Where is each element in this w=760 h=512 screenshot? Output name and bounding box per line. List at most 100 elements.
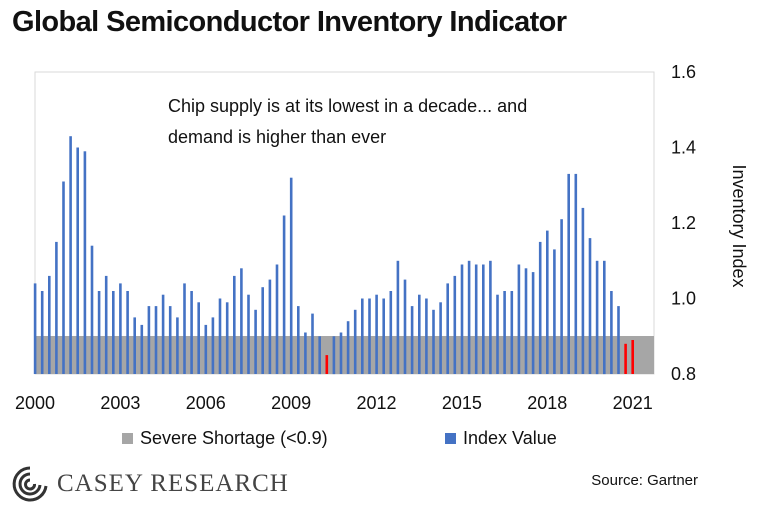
bar	[432, 309, 435, 374]
bar	[603, 260, 606, 375]
bar	[268, 279, 272, 374]
bar	[631, 340, 634, 374]
x-tick-label: 2000	[15, 393, 55, 413]
bar	[304, 332, 307, 374]
y-tick-label: 0.8	[671, 364, 696, 384]
legend-swatch-severe-shortage	[122, 433, 133, 444]
bar	[154, 306, 158, 374]
bar	[62, 181, 65, 374]
bar	[368, 298, 371, 374]
bar	[339, 332, 343, 374]
bar	[225, 302, 229, 374]
bar	[275, 264, 279, 374]
bar	[496, 294, 499, 374]
y-tick-label: 1.2	[671, 213, 696, 233]
severe-shortage-band	[35, 336, 654, 374]
bar	[204, 324, 208, 374]
source-note: Source: Gartner	[591, 472, 698, 489]
bar	[48, 275, 51, 374]
x-tick-label: 2015	[442, 393, 482, 413]
bar	[90, 245, 94, 374]
y-tick-label: 1.0	[671, 289, 696, 309]
x-tick-label: 2021	[613, 393, 653, 413]
bar	[261, 287, 264, 374]
bar	[126, 291, 129, 374]
brand-logo: CASEY RESEARCH	[8, 464, 289, 504]
bar	[581, 207, 585, 374]
bar	[104, 275, 108, 374]
bar	[553, 249, 556, 374]
bar	[282, 215, 286, 374]
annotation-line-1: Chip supply is at its lowest in a decade…	[168, 96, 527, 116]
bar	[425, 298, 428, 374]
bar	[482, 264, 485, 374]
bar	[318, 336, 321, 375]
bar	[503, 291, 506, 374]
bar	[33, 283, 37, 374]
bar	[247, 294, 250, 374]
bar	[112, 291, 115, 374]
bar	[40, 291, 44, 374]
bar	[546, 230, 549, 374]
bar	[617, 306, 620, 374]
y-tick-label: 1.4	[671, 138, 696, 158]
bar	[439, 302, 442, 374]
bar	[254, 309, 257, 374]
legend-item-severe-shortage: Severe Shortage (<0.9)	[122, 428, 328, 449]
bar	[147, 306, 151, 374]
bar	[69, 136, 72, 374]
bar	[190, 291, 193, 374]
bar	[55, 241, 58, 374]
bar	[517, 264, 521, 374]
bar	[353, 309, 357, 374]
bar	[389, 291, 393, 374]
bar	[574, 173, 578, 374]
bar	[211, 317, 215, 374]
bar	[289, 177, 293, 374]
bar	[375, 294, 378, 374]
bar	[140, 324, 144, 374]
x-tick-label: 2006	[186, 393, 226, 413]
bar	[197, 302, 200, 374]
bar	[560, 219, 563, 374]
legend-swatch-index-value	[445, 433, 456, 444]
bar	[168, 306, 172, 374]
bar	[161, 294, 165, 374]
bar	[446, 283, 449, 374]
legend-item-index-value: Index Value	[445, 428, 557, 449]
legend-label-index-value: Index Value	[463, 428, 557, 448]
bar	[410, 306, 414, 374]
bar	[176, 317, 179, 374]
bar	[567, 173, 570, 374]
chart-title: Global Semiconductor Inventory Indicator	[12, 6, 567, 38]
bar	[403, 279, 407, 374]
bar	[133, 317, 136, 374]
bar	[489, 260, 492, 375]
bar	[240, 268, 243, 374]
bar	[311, 313, 314, 374]
bar	[97, 291, 101, 374]
bar	[418, 294, 421, 374]
bar	[325, 355, 329, 374]
bar	[610, 291, 613, 374]
bar	[624, 343, 627, 374]
bar	[183, 283, 186, 374]
legend-label-severe-shortage: Severe Shortage (<0.9)	[140, 428, 328, 448]
bar	[382, 298, 385, 374]
bar	[595, 260, 599, 375]
bar	[467, 260, 471, 375]
bar	[524, 268, 528, 374]
bar	[218, 298, 222, 374]
bar	[510, 291, 514, 374]
bar	[588, 238, 592, 374]
x-tick-label: 2012	[356, 393, 396, 413]
bar	[361, 298, 364, 374]
bar	[233, 275, 236, 374]
bar	[119, 283, 122, 374]
y-axis-label: Inventory Index	[729, 164, 749, 287]
bar	[453, 275, 457, 374]
bar	[396, 260, 400, 375]
bar	[538, 241, 542, 374]
